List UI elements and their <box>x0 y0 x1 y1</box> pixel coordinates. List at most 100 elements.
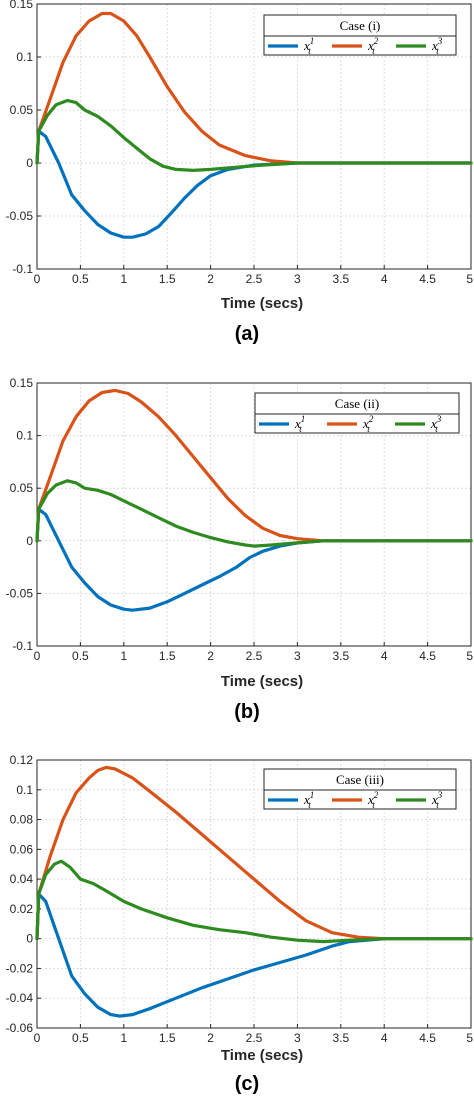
legend: Case (ii)x1 t x2 t x3 t <box>254 392 460 434</box>
y-tick-label: 0.05 <box>10 481 34 495</box>
x-tick-label: 3.5 <box>332 1031 349 1045</box>
x-tick-label: 4.5 <box>419 649 436 663</box>
y-tick-label: 0 <box>26 534 33 548</box>
x-tick-label: 1 <box>120 1031 127 1045</box>
series-line-1 <box>35 507 473 612</box>
legend-title: Case (ii) <box>335 396 379 411</box>
legend-label-1: x1 t <box>303 790 314 810</box>
x-tick-label: 1.5 <box>159 649 176 663</box>
legend-title: Case (i) <box>340 18 381 33</box>
legend-label-base: x <box>431 792 438 807</box>
chart-panel-0: 0 0.5 1 1.5 2 2.5 3 3.5 4 4.5 5 -0.1 -0.05 0 0.05 0.1 0.… <box>6 0 474 345</box>
legend-label-subscript: t <box>436 46 439 56</box>
legend-box <box>263 14 457 56</box>
y-tick-label: 0.05 <box>10 103 34 117</box>
x-tick-label: 5 <box>466 1031 473 1045</box>
y-tick-label: -0.06 <box>6 1021 34 1035</box>
series-line-1 <box>35 129 473 239</box>
legend-label-superscript: 3 <box>436 414 442 424</box>
legend-label-subscript: t <box>372 46 375 56</box>
legend-label-base: x <box>362 416 369 431</box>
chart-panel-2: 0 0.5 1 1.5 2 2.5 3 3.5 4 4.5 5 -0.06 -0.04 -0.02 0 0.0… <box>6 753 474 1095</box>
x-tick-label: 2 <box>207 272 214 286</box>
legend-label-2: x2 t <box>367 36 379 56</box>
y-tick-label: 0.06 <box>10 842 34 856</box>
panel-caption: (c) <box>235 1073 259 1095</box>
x-tick-label: 0 <box>34 649 41 663</box>
y-tick-label: 0.1 <box>16 50 33 64</box>
legend-label-superscript: 3 <box>437 790 443 800</box>
series-line-1 <box>35 892 473 1018</box>
y-tick-label: 0.12 <box>10 753 34 767</box>
y-tick-label: 0 <box>26 156 33 170</box>
legend-label-base: x <box>367 792 374 807</box>
legend-label-superscript: 1 <box>301 414 306 424</box>
y-tick-label: -0.04 <box>6 991 34 1005</box>
x-tick-label: 5 <box>466 649 473 663</box>
y-tick-label: 0.08 <box>10 813 34 827</box>
x-tick-label: 0.5 <box>72 272 89 286</box>
legend-label-base: x <box>430 416 437 431</box>
y-tick-label: -0.05 <box>6 209 34 223</box>
legend-label-subscript: t <box>435 424 438 434</box>
legend-box <box>263 768 457 810</box>
y-tick-label: -0.1 <box>12 639 33 653</box>
panel-caption: (a) <box>235 323 259 345</box>
legend-label-subscript: t <box>308 46 311 56</box>
legend-label-superscript: 3 <box>437 36 443 46</box>
y-tick-label: 0.02 <box>10 902 34 916</box>
legend-label-superscript: 2 <box>374 790 379 800</box>
x-tick-label: 4.5 <box>419 272 436 286</box>
x-tick-label: 4 <box>381 1031 388 1045</box>
legend-label-3: x3 t <box>431 790 443 810</box>
x-tick-label: 2.5 <box>246 1031 263 1045</box>
x-tick-label: 3 <box>294 1031 301 1045</box>
legend-label-base: x <box>303 792 310 807</box>
panel-caption: (b) <box>234 701 260 723</box>
legend-label-2: x2 t <box>367 790 379 810</box>
series-line-2 <box>35 765 473 941</box>
legend-label-subscript: t <box>372 800 375 810</box>
x-tick-label: 0.5 <box>72 649 89 663</box>
x-tick-label: 1.5 <box>159 272 176 286</box>
x-tick-label: 2.5 <box>246 649 263 663</box>
x-tick-label: 4.5 <box>419 1031 436 1045</box>
x-axis-label: Time (secs) <box>221 673 303 690</box>
legend-label-superscript: 1 <box>310 36 315 46</box>
legend: Case (i)x1 t x2 t x3 t <box>263 14 457 56</box>
x-tick-label: 2 <box>207 649 214 663</box>
x-tick-label: 0 <box>34 272 41 286</box>
legend-label-base: x <box>367 38 374 53</box>
series-line-2 <box>35 11 473 165</box>
y-tick-label: 0.1 <box>16 429 33 443</box>
legend-label-2: x2 t <box>362 414 374 434</box>
chart-panel-1: 0 0.5 1 1.5 2 2.5 3 3.5 4 4.5 5 -0.1 -0.05 0 0.05 0.1 0.… <box>6 376 474 723</box>
x-tick-label: 1 <box>120 649 127 663</box>
series-line-3 <box>35 479 473 548</box>
legend-label-subscript: t <box>308 800 311 810</box>
y-tick-label: -0.02 <box>6 961 34 975</box>
y-tick-label: 0.04 <box>10 872 34 886</box>
x-tick-label: 4 <box>381 649 388 663</box>
x-tick-label: 3 <box>294 649 301 663</box>
legend-box <box>254 392 460 434</box>
y-tick-label: 0.15 <box>10 376 34 390</box>
legend-label-1: x1 t <box>294 414 305 434</box>
legend-label-base: x <box>431 38 438 53</box>
x-tick-label: 4 <box>381 272 388 286</box>
legend-label-subscript: t <box>299 424 302 434</box>
y-tick-label: 0.1 <box>16 783 33 797</box>
series-line-2 <box>35 388 473 543</box>
y-tick-label: 0 <box>26 932 33 946</box>
x-tick-label: 2 <box>207 1031 214 1045</box>
legend: Case (iii)x1 t x2 t x3 t <box>263 768 457 810</box>
legend-label-superscript: 2 <box>374 36 379 46</box>
x-tick-label: 0 <box>34 1031 41 1045</box>
x-tick-label: 0.5 <box>72 1031 89 1045</box>
x-tick-label: 3 <box>294 272 301 286</box>
x-tick-label: 1 <box>120 272 127 286</box>
legend-label-subscript: t <box>367 424 370 434</box>
x-tick-label: 3.5 <box>332 649 349 663</box>
x-tick-label: 5 <box>466 272 473 286</box>
legend-label-superscript: 1 <box>310 790 315 800</box>
